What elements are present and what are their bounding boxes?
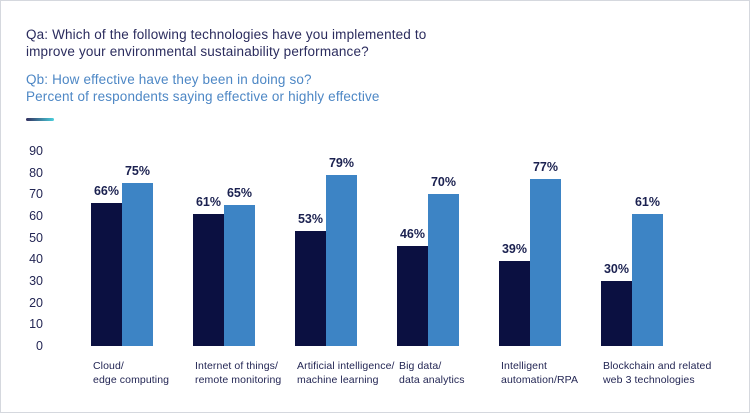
category-label-line: remote monitoring — [195, 374, 282, 386]
value-label: 39% — [501, 242, 528, 256]
accent-gradient-line — [26, 118, 54, 121]
value-label: 30% — [603, 262, 630, 276]
category-label-line: Internet of things/ — [195, 360, 279, 372]
category-label-line: web 3 technologies — [603, 374, 695, 386]
category-label-line: machine learning — [297, 374, 379, 386]
y-axis-tick-label: 90 — [29, 144, 43, 158]
qa-implemented-bar — [295, 231, 326, 346]
y-axis-tick-label: 10 — [29, 317, 43, 332]
category-label: Cloud/edge computing — [93, 359, 169, 387]
category-label-line: Artificial intelligence/ — [297, 360, 395, 372]
value-label: 79% — [328, 156, 355, 170]
question-b-line1: Qb: How effective have they been in doin… — [26, 72, 312, 87]
category-label-line: Blockchain and related — [603, 360, 712, 372]
question-a-line2: improve your environmental sustainabilit… — [26, 43, 369, 59]
category-label: Artificial intelligence/machine learning — [297, 359, 395, 387]
value-label: 65% — [226, 186, 253, 200]
y-axis-tick-label: 70 — [29, 187, 43, 202]
qa-implemented-bar — [193, 214, 224, 346]
value-label: 70% — [430, 175, 457, 189]
category-label: Big data/data analytics — [399, 359, 465, 387]
qa-implemented-bar — [499, 261, 530, 346]
value-label: 61% — [195, 195, 222, 209]
category-label: Intelligent automation/RPA — [501, 359, 578, 387]
y-axis-tick-label: 50 — [29, 230, 43, 245]
category-label-line: automation/RPA — [501, 374, 579, 386]
y-axis-tick-label: 60 — [29, 209, 43, 223]
category-label-line: Intelligent — [501, 360, 548, 372]
category-label: Internet of things/remote monitoring — [195, 359, 281, 387]
value-label: 53% — [297, 212, 324, 226]
y-axis-tick-label: 30 — [29, 274, 43, 288]
category-label-line: data analytics — [399, 374, 465, 386]
y-axis-tick-label: 80 — [29, 165, 43, 180]
qb-effective-bar — [632, 214, 663, 346]
qb-effective-bar — [122, 183, 153, 346]
qb-effective-bar — [428, 194, 459, 346]
value-label: 61% — [634, 195, 661, 209]
qb-effective-bar — [326, 175, 357, 346]
qa-implemented-bar — [601, 281, 632, 346]
question-b-line2: Percent of respondents saying effective … — [26, 88, 380, 104]
value-label: 77% — [532, 160, 559, 174]
question-a-line1: Qa: Which of the following technologies … — [26, 27, 427, 42]
category-label-line: Big data/ — [399, 360, 442, 372]
value-label: 46% — [399, 227, 426, 241]
y-axis-tick-label: 0 — [36, 339, 43, 353]
value-label: 66% — [93, 184, 120, 198]
question-a-title: Qa: Which of the following technologies … — [26, 27, 426, 60]
category-label-line: Cloud/ — [93, 360, 124, 372]
value-label: 75% — [124, 164, 151, 178]
qa-implemented-bar — [91, 203, 122, 346]
question-b-subtitle: Qb: How effective have they been in doin… — [26, 72, 380, 105]
category-label-line: edge computing — [93, 374, 170, 386]
y-axis-tick-label: 20 — [29, 295, 43, 310]
qb-effective-bar — [530, 179, 561, 346]
qa-implemented-bar — [397, 246, 428, 346]
y-axis-tick-label: 40 — [29, 252, 43, 267]
category-label: Blockchain and related web 3 technologies — [603, 359, 711, 387]
qb-effective-bar — [224, 205, 255, 346]
